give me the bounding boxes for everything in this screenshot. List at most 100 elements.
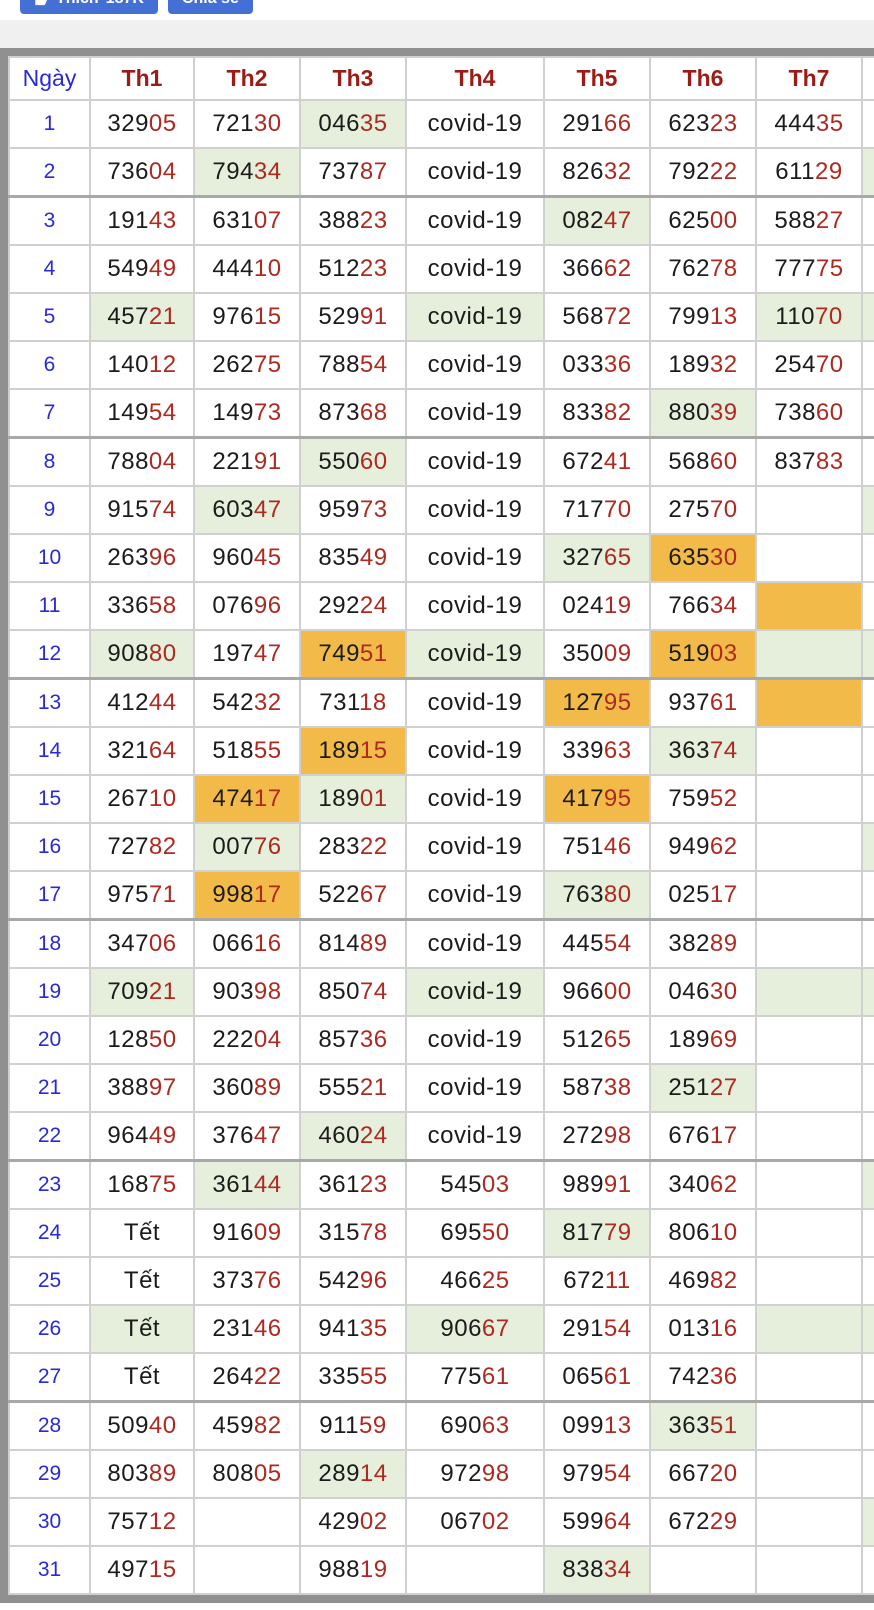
column-header-th1: Th1 xyxy=(89,56,195,101)
result-cell xyxy=(755,677,863,728)
result-cell: 46625 xyxy=(405,1256,545,1306)
result-cell: 54503 xyxy=(405,1159,545,1210)
result-cell: 77561 xyxy=(405,1352,545,1403)
partial-column-cell xyxy=(861,195,874,246)
partial-column-cell xyxy=(861,918,874,969)
result-cell: 27570 xyxy=(649,485,757,535)
result-cell xyxy=(193,1545,301,1595)
day-number-cell: 8 xyxy=(8,436,91,487)
table-row-day-30: 30 75712 42902 06702 59964 67229 xyxy=(8,1497,874,1547)
result-cell: 44410 xyxy=(193,244,301,294)
result-cell: 70921 xyxy=(89,967,195,1017)
result-cell: 06702 xyxy=(405,1497,545,1547)
result-cell: 26710 xyxy=(89,774,195,824)
result-cell: 25470 xyxy=(755,340,863,390)
table-row-day-3: 3 19143 63107 38823 covid-19 08247 62500 58827 xyxy=(8,195,874,246)
result-cell: 34062 xyxy=(649,1159,757,1210)
result-cell: 73860 xyxy=(755,388,863,439)
result-cell: 74951 xyxy=(299,629,407,680)
table-row-day-24: 24 Tết 91609 31578 69550 81779 80610 xyxy=(8,1208,874,1258)
day-number-cell: 15 xyxy=(8,774,91,824)
table-row-day-18: 18 34706 06616 81489 covid-19 44554 38289 xyxy=(8,918,874,969)
result-cell: 06561 xyxy=(543,1352,651,1403)
result-cell: covid-19 xyxy=(405,581,545,631)
result-cell xyxy=(755,870,863,921)
result-cell: 36123 xyxy=(299,1159,407,1210)
facebook-share-button[interactable]: Chia sẻ xyxy=(167,0,253,14)
result-cell: covid-19 xyxy=(405,967,545,1017)
day-number-cell: 31 xyxy=(8,1545,91,1595)
day-number-cell: 18 xyxy=(8,918,91,969)
day-number-cell: 30 xyxy=(8,1497,91,1547)
result-cell: 44554 xyxy=(543,918,651,969)
lottery-results-table: Ngày Th1 Th2 Th3 Th4 Th5 Th6 Th7 1 32905 72130 046… xyxy=(8,56,874,1595)
result-cell: covid-19 xyxy=(405,918,545,969)
share-button-label: Chia sẻ xyxy=(182,0,239,8)
thumbs-up-icon xyxy=(34,0,49,7)
column-header-th4: Th4 xyxy=(405,56,545,101)
result-cell: 83834 xyxy=(543,1545,651,1595)
result-cell: 81489 xyxy=(299,918,407,969)
result-cell xyxy=(755,533,863,583)
result-cell: 75952 xyxy=(649,774,757,824)
day-number-cell: 3 xyxy=(8,195,91,246)
result-cell: 54232 xyxy=(193,677,301,728)
result-cell xyxy=(755,1208,863,1258)
result-cell: 36662 xyxy=(543,244,651,294)
facebook-like-button[interactable]: Thích 187K xyxy=(20,0,158,14)
day-number-cell: 16 xyxy=(8,822,91,872)
partial-column-cell xyxy=(861,581,874,631)
day-number-cell: 11 xyxy=(8,581,91,631)
partial-column-cell xyxy=(861,485,874,535)
result-cell: 69063 xyxy=(405,1400,545,1451)
result-cell: 78804 xyxy=(89,436,195,487)
result-cell: 62500 xyxy=(649,195,757,246)
day-number-cell: 9 xyxy=(8,485,91,535)
facebook-bar: Thích 187K Chia sẻ xyxy=(20,0,253,14)
partial-column-cell xyxy=(861,147,874,198)
result-cell: 71770 xyxy=(543,485,651,535)
result-cell: 46024 xyxy=(299,1111,407,1162)
result-cell: covid-19 xyxy=(405,292,545,342)
result-cell: 29166 xyxy=(543,99,651,149)
day-number-cell: 20 xyxy=(8,1015,91,1065)
result-cell: 97954 xyxy=(543,1449,651,1499)
result-cell: 76634 xyxy=(649,581,757,631)
result-cell: 80805 xyxy=(193,1449,301,1499)
partial-column-cell xyxy=(861,870,874,921)
table-row-day-17: 17 97571 99817 52267 covid-19 76380 02517 xyxy=(8,870,874,921)
table-row-day-31: 31 49715 98819 83834 xyxy=(8,1545,874,1595)
table-row-day-20: 20 12850 22204 85736 covid-19 51265 18969 xyxy=(8,1015,874,1065)
partial-column-cell xyxy=(861,726,874,776)
result-cell: 36089 xyxy=(193,1063,301,1113)
partial-column-cell xyxy=(861,436,874,487)
result-cell: 16875 xyxy=(89,1159,195,1210)
column-header-th3: Th3 xyxy=(299,56,407,101)
result-cell: 85736 xyxy=(299,1015,407,1065)
column-header-th7: Th7 xyxy=(755,56,863,101)
like-count: 187K xyxy=(106,0,144,8)
result-cell: 55521 xyxy=(299,1063,407,1113)
day-number-cell: 26 xyxy=(8,1304,91,1354)
day-number-cell: 4 xyxy=(8,244,91,294)
column-header-th5: Th5 xyxy=(543,56,651,101)
column-header-th6: Th6 xyxy=(649,56,757,101)
result-cell: 90398 xyxy=(193,967,301,1017)
result-cell: 07696 xyxy=(193,581,301,631)
result-cell: covid-19 xyxy=(405,1063,545,1113)
day-number-cell: 29 xyxy=(8,1449,91,1499)
result-cell xyxy=(755,726,863,776)
result-cell xyxy=(755,1111,863,1162)
day-number-cell: 17 xyxy=(8,870,91,921)
table-row-day-28: 28 50940 45982 91159 69063 09913 36351 xyxy=(8,1400,874,1451)
day-number-cell: 14 xyxy=(8,726,91,776)
table-row-day-29: 29 80389 80805 28914 97298 97954 66720 xyxy=(8,1449,874,1499)
result-cell: 36144 xyxy=(193,1159,301,1210)
result-cell: 03336 xyxy=(543,340,651,390)
result-cell: 97571 xyxy=(89,870,195,921)
lottery-table-wrap: Ngày Th1 Th2 Th3 Th4 Th5 Th6 Th7 1 32905 72130 046… xyxy=(0,48,874,1603)
result-cell: 33658 xyxy=(89,581,195,631)
partial-column-cell xyxy=(861,1545,874,1595)
result-cell: 87368 xyxy=(299,388,407,439)
day-number-cell: 27 xyxy=(8,1352,91,1403)
